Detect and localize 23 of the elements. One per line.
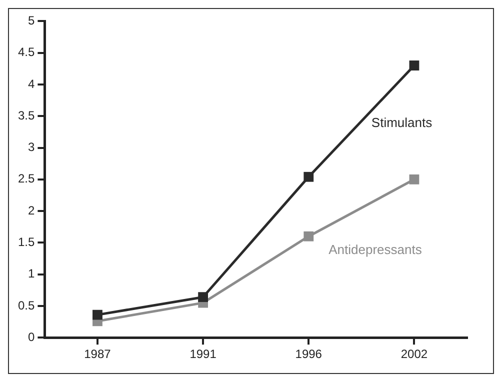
point <box>198 292 208 302</box>
y-tick-label: 2.5 <box>18 172 35 186</box>
x-tick-label: 1996 <box>295 347 322 362</box>
y-tick-label: 2 <box>28 203 35 218</box>
x-tick-label: 2002 <box>400 347 428 362</box>
y-tick-label: 0 <box>28 330 35 344</box>
y-tick-label: 3 <box>28 140 35 154</box>
y-tick-label: 5 <box>28 14 35 28</box>
series-label: Stimulants <box>371 114 433 130</box>
y-tick-label: 4.5 <box>18 45 35 60</box>
y-tick-label: 1 <box>28 266 35 281</box>
point <box>304 231 314 242</box>
series-label: Antidepressants <box>328 242 422 257</box>
point <box>409 174 420 184</box>
point <box>409 60 420 70</box>
point <box>92 310 102 320</box>
y-tick-label: 0.5 <box>18 298 35 312</box>
x-tick-label: 1991 <box>190 347 217 362</box>
y-tick-label: 4 <box>28 76 35 91</box>
point <box>304 172 314 182</box>
y-tick-label: 3.5 <box>18 108 35 122</box>
x-tick-label: 1987 <box>84 347 112 362</box>
y-tick-label: 1.5 <box>18 234 35 249</box>
